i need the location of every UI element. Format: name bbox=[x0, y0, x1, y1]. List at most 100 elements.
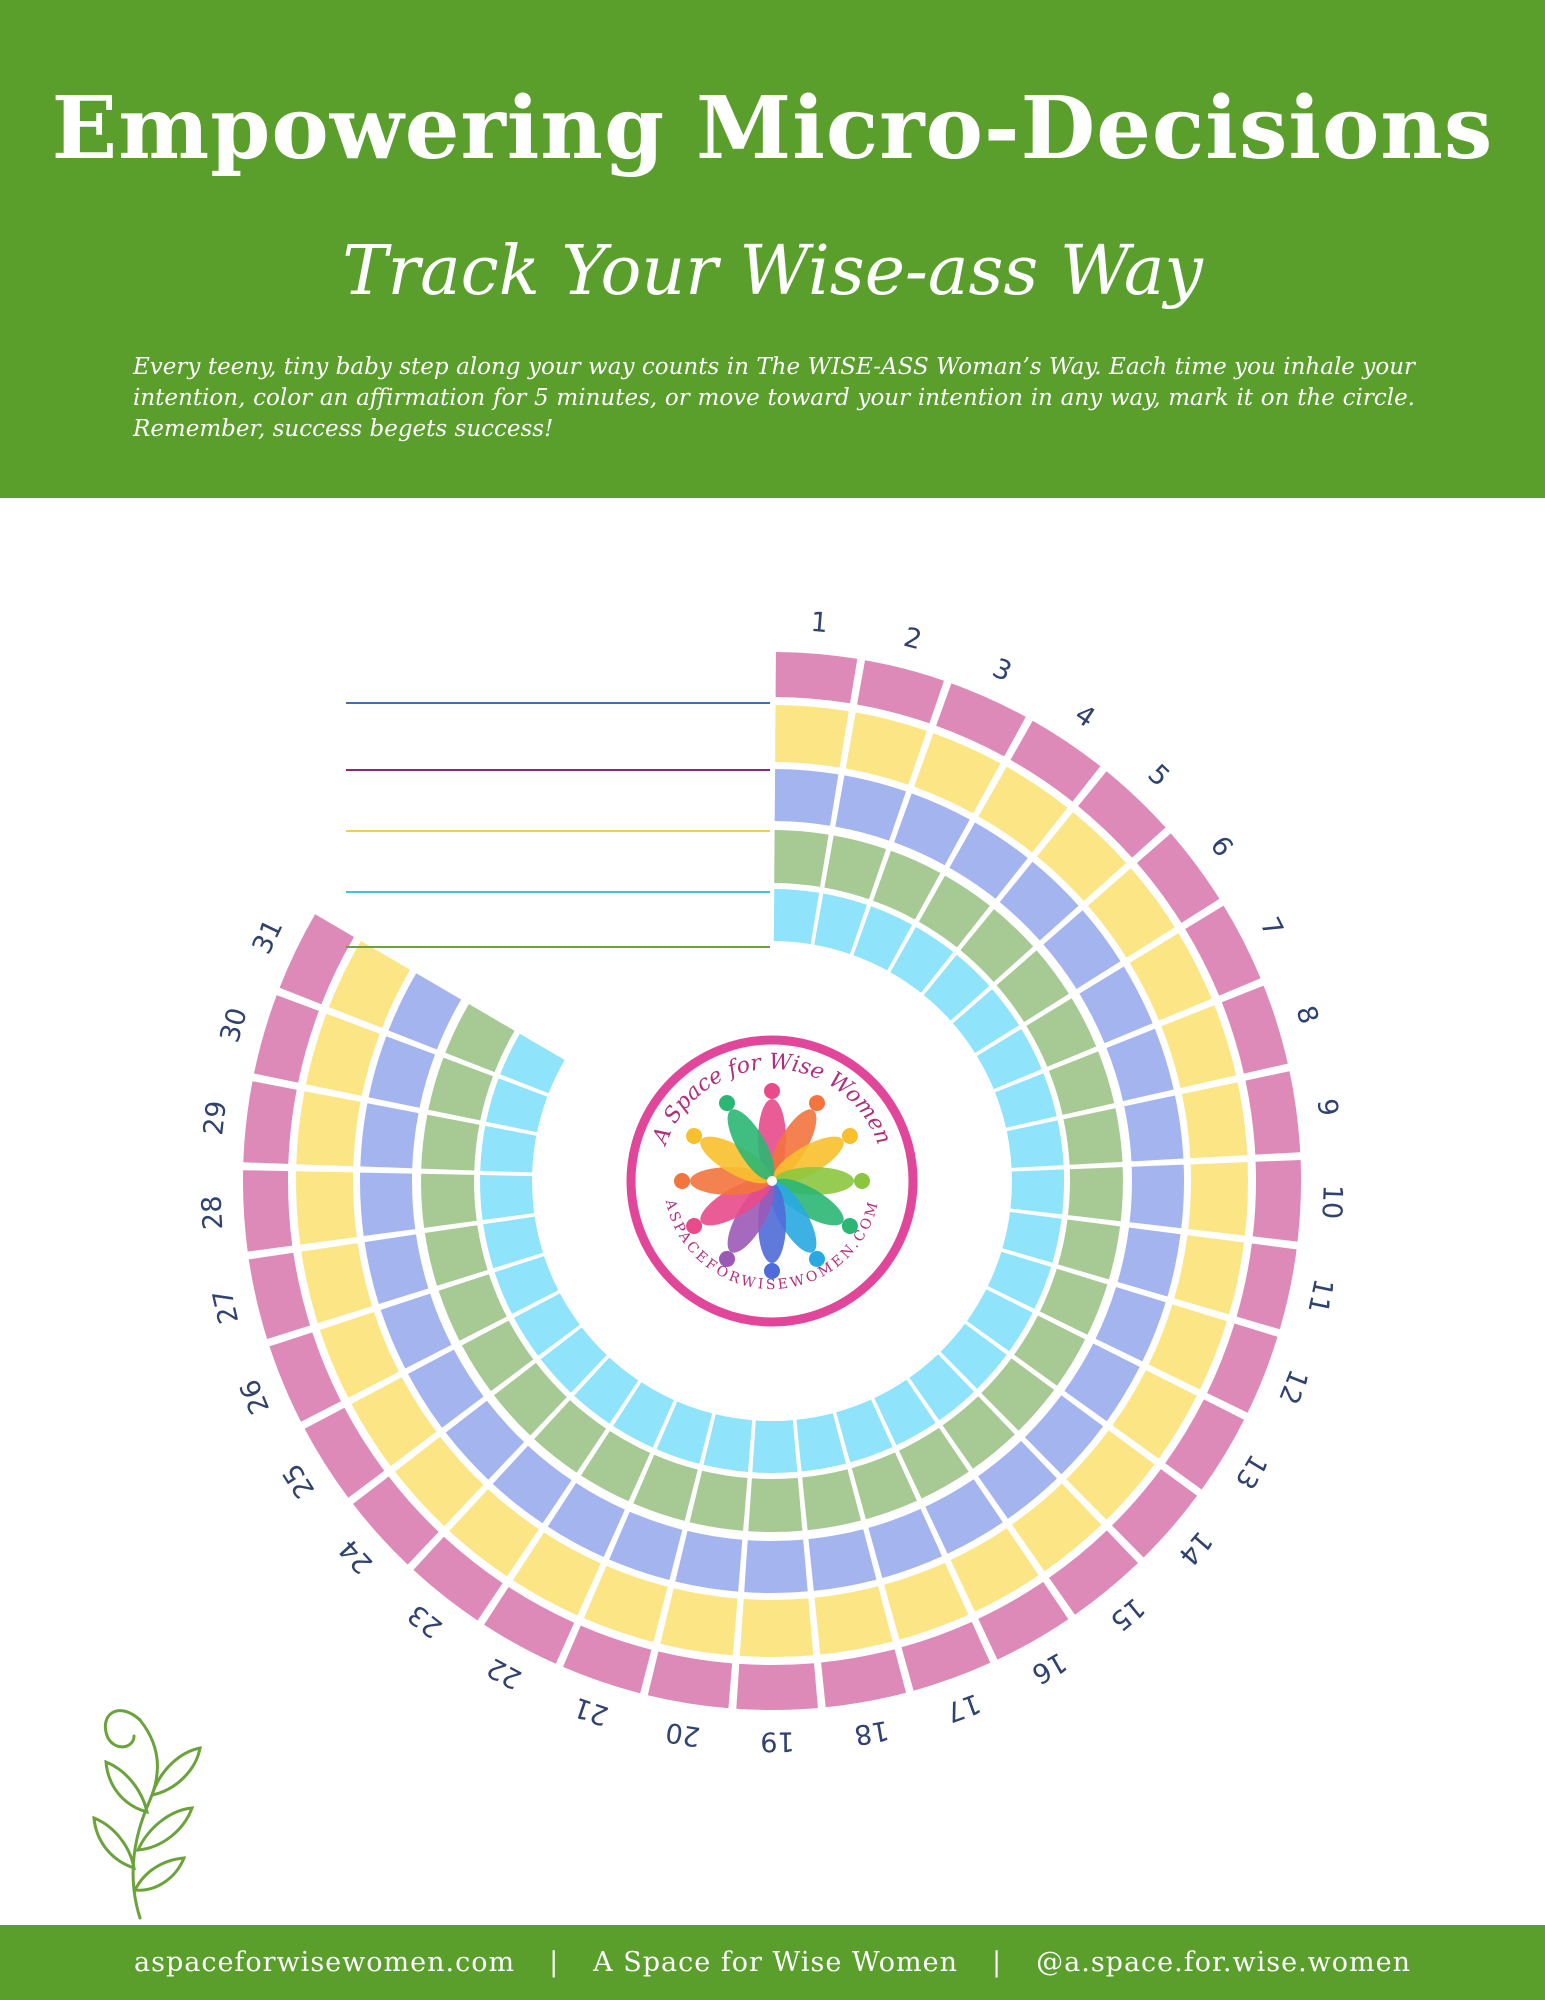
tracker-cell-day-24-ring-2[interactable] bbox=[395, 1436, 484, 1527]
tracker-cell-day-20-ring-1[interactable] bbox=[647, 1651, 733, 1709]
tracker-cell-day-21-ring-5[interactable] bbox=[656, 1401, 713, 1464]
tracker-cell-day-14-ring-5[interactable] bbox=[940, 1323, 1007, 1389]
tracker-cell-day-13-ring-4[interactable] bbox=[1014, 1315, 1086, 1386]
tracker-cell-day-15-ring-1[interactable] bbox=[1049, 1530, 1138, 1615]
tracker-cell-day-28-ring-5[interactable] bbox=[480, 1175, 535, 1220]
tracker-cell-day-28-ring-3[interactable] bbox=[360, 1172, 416, 1236]
tracker-cell-day-8-ring-4[interactable] bbox=[1048, 1051, 1115, 1115]
tracker-cell-day-13-ring-2[interactable] bbox=[1112, 1370, 1197, 1459]
tracker-cell-day-17-ring-4[interactable] bbox=[851, 1452, 917, 1520]
tracker-cell-day-2-ring-4[interactable] bbox=[824, 835, 887, 900]
tracker-cell-day-22-ring-3[interactable] bbox=[547, 1483, 625, 1557]
tracker-cell-day-16-ring-5[interactable] bbox=[874, 1379, 936, 1446]
tracker-cell-day-5-ring-5[interactable] bbox=[923, 954, 990, 1021]
tracker-cell-day-11-ring-4[interactable] bbox=[1058, 1219, 1121, 1280]
tracker-cell-day-28-ring-2[interactable] bbox=[296, 1171, 357, 1245]
tracker-cell-day-5-ring-2[interactable] bbox=[1037, 812, 1127, 901]
tracker-cell-day-21-ring-1[interactable] bbox=[563, 1625, 652, 1694]
tracker-cell-day-17-ring-3[interactable] bbox=[868, 1508, 942, 1578]
tracker-cell-day-8-ring-3[interactable] bbox=[1106, 1028, 1174, 1102]
tracker-cell-day-25-ring-3[interactable] bbox=[408, 1349, 484, 1428]
tracker-cell-day-20-ring-4[interactable] bbox=[689, 1470, 748, 1531]
tracker-cell-day-22-ring-4[interactable] bbox=[581, 1431, 651, 1502]
tracker-cell-day-31-ring-3[interactable] bbox=[388, 973, 462, 1050]
tracker-cell-day-9-ring-1[interactable] bbox=[1245, 1071, 1301, 1155]
tracker-cell-day-13-ring-1[interactable] bbox=[1165, 1399, 1245, 1490]
tracker-cell-day-20-ring-3[interactable] bbox=[675, 1530, 743, 1592]
tracker-cell-day-5-ring-3[interactable] bbox=[999, 861, 1079, 941]
tracker-cell-day-5-ring-4[interactable] bbox=[960, 909, 1034, 982]
tracker-cell-day-7-ring-1[interactable] bbox=[1185, 905, 1261, 996]
tracker-cell-day-7-ring-5[interactable] bbox=[976, 1029, 1042, 1090]
tracker-cell-day-21-ring-3[interactable] bbox=[609, 1511, 683, 1580]
tracker-cell-day-18-ring-1[interactable] bbox=[821, 1649, 906, 1708]
tracker-cell-day-16-ring-1[interactable] bbox=[978, 1581, 1069, 1660]
tracker-cell-day-6-ring-3[interactable] bbox=[1043, 910, 1121, 989]
tracker-cell-day-22-ring-1[interactable] bbox=[484, 1587, 575, 1664]
tracker-cell-day-11-ring-1[interactable] bbox=[1236, 1243, 1297, 1330]
tracker-cell-day-24-ring-3[interactable] bbox=[445, 1400, 525, 1480]
tracker-cell-day-6-ring-4[interactable] bbox=[996, 950, 1069, 1023]
footer-social-handle[interactable]: @a.space.for.wise.women bbox=[1036, 1947, 1412, 1978]
tracker-cell-day-19-ring-3[interactable] bbox=[744, 1539, 808, 1594]
tracker-cell-day-31-ring-5[interactable] bbox=[500, 1033, 565, 1094]
tracker-cell-day-26-ring-1[interactable] bbox=[269, 1332, 342, 1422]
tracker-cell-day-26-ring-5[interactable] bbox=[494, 1256, 559, 1314]
tracker-cell-day-31-ring-4[interactable] bbox=[445, 1004, 515, 1073]
tracker-cell-day-4-ring-5[interactable] bbox=[890, 926, 954, 993]
tracker-cell-day-26-ring-3[interactable] bbox=[380, 1293, 452, 1369]
tracker-cell-day-15-ring-2[interactable] bbox=[1011, 1483, 1102, 1572]
tracker-cell-day-2-ring-2[interactable] bbox=[845, 712, 927, 785]
tracker-cell-day-20-ring-2[interactable] bbox=[660, 1588, 738, 1656]
tracker-cell-day-2-ring-5[interactable] bbox=[814, 893, 867, 955]
tracker-cell-day-8-ring-5[interactable] bbox=[995, 1073, 1057, 1128]
tracker-cell-day-24-ring-5[interactable] bbox=[540, 1327, 607, 1393]
tracker-cell-day-3-ring-5[interactable] bbox=[853, 906, 913, 971]
tracker-cell-day-23-ring-5[interactable] bbox=[574, 1357, 639, 1424]
tracker-cell-day-22-ring-2[interactable] bbox=[512, 1532, 601, 1616]
tracker-cell-day-2-ring-3[interactable] bbox=[835, 775, 906, 841]
tracker-cell-day-3-ring-2[interactable] bbox=[914, 733, 1001, 814]
tracker-cell-day-25-ring-1[interactable] bbox=[304, 1407, 385, 1498]
tracker-cell-day-14-ring-2[interactable] bbox=[1066, 1430, 1155, 1520]
tracker-cell-day-10-ring-1[interactable] bbox=[1252, 1160, 1302, 1242]
tracker-cell-day-13-ring-5[interactable] bbox=[967, 1289, 1033, 1352]
tracker-cell-day-18-ring-4[interactable] bbox=[802, 1469, 861, 1531]
tracker-cell-day-30-ring-4[interactable] bbox=[428, 1057, 493, 1121]
tracker-cell-day-26-ring-2[interactable] bbox=[319, 1312, 399, 1398]
tracker-cell-day-4-ring-1[interactable] bbox=[1010, 720, 1101, 802]
tracker-cell-day-9-ring-2[interactable] bbox=[1181, 1082, 1248, 1159]
tracker-cell-day-10-ring-3[interactable] bbox=[1129, 1164, 1185, 1229]
tracker-cell-day-4-ring-4[interactable] bbox=[918, 875, 990, 948]
tracker-cell-day-4-ring-3[interactable] bbox=[949, 822, 1028, 899]
tracker-cell-day-10-ring-4[interactable] bbox=[1068, 1167, 1123, 1222]
tracker-cell-day-18-ring-3[interactable] bbox=[808, 1529, 877, 1591]
tracker-cell-day-12-ring-5[interactable] bbox=[987, 1251, 1052, 1309]
tracker-cell-day-9-ring-5[interactable] bbox=[1006, 1120, 1064, 1168]
tracker-cell-day-21-ring-2[interactable] bbox=[583, 1565, 668, 1642]
tracker-cell-day-5-ring-1[interactable] bbox=[1078, 771, 1166, 858]
tracker-cell-day-22-ring-5[interactable] bbox=[613, 1382, 674, 1448]
tracker-cell-day-28-ring-4[interactable] bbox=[421, 1173, 477, 1228]
footer-website[interactable]: aspaceforwisewomen.com bbox=[133, 1947, 516, 1978]
tracker-cell-day-14-ring-1[interactable] bbox=[1112, 1469, 1198, 1558]
tracker-cell-day-31-ring-1[interactable] bbox=[279, 914, 354, 1005]
tracker-cell-day-7-ring-3[interactable] bbox=[1079, 966, 1153, 1044]
tracker-cell-day-11-ring-3[interactable] bbox=[1117, 1227, 1181, 1297]
tracker-cell-day-26-ring-4[interactable] bbox=[438, 1274, 507, 1341]
tracker-cell-day-29-ring-2[interactable] bbox=[296, 1091, 361, 1167]
tracker-cell-day-1-ring-4[interactable] bbox=[774, 830, 829, 887]
tracker-cell-day-24-ring-4[interactable] bbox=[494, 1362, 567, 1436]
tracker-cell-day-23-ring-1[interactable] bbox=[413, 1536, 503, 1621]
tracker-cell-day-20-ring-5[interactable] bbox=[703, 1414, 753, 1472]
tracker-cell-day-3-ring-1[interactable] bbox=[936, 683, 1026, 757]
tracker-cell-day-4-ring-2[interactable] bbox=[978, 766, 1068, 853]
tracker-cell-day-12-ring-2[interactable] bbox=[1148, 1304, 1227, 1390]
tracker-cell-day-16-ring-2[interactable] bbox=[950, 1528, 1039, 1612]
tracker-cell-day-29-ring-3[interactable] bbox=[360, 1103, 419, 1169]
tracker-cell-day-7-ring-4[interactable] bbox=[1026, 998, 1097, 1067]
tracker-cell-day-27-ring-3[interactable] bbox=[364, 1234, 429, 1304]
tracker-cell-day-15-ring-5[interactable] bbox=[909, 1354, 974, 1421]
tracker-cell-day-1-ring-5[interactable] bbox=[773, 889, 820, 945]
tracker-cell-day-6-ring-2[interactable] bbox=[1087, 868, 1175, 958]
